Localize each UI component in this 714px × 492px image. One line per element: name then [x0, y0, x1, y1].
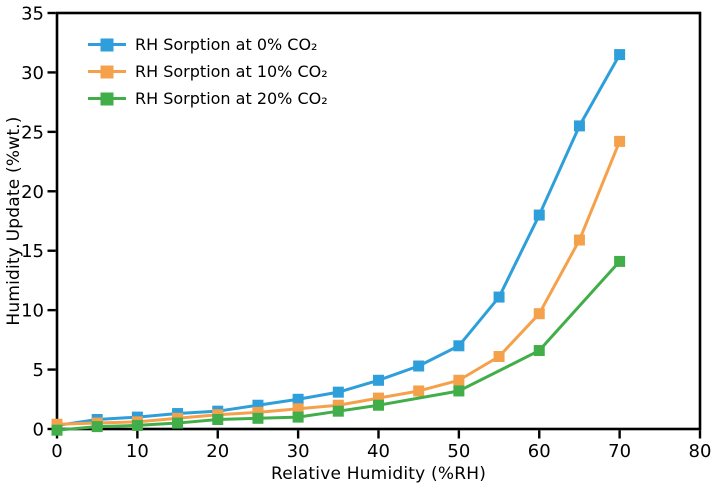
legend-label: RH Sorption at 0% CO₂	[135, 35, 318, 54]
series-marker	[573, 120, 585, 132]
y-tick-label: 20	[21, 182, 44, 203]
legend-label: RH Sorption at 10% CO₂	[135, 62, 328, 81]
y-tick-label: 5	[33, 360, 44, 381]
legend-marker-icon	[88, 92, 126, 106]
y-tick-label: 15	[21, 241, 44, 262]
series-marker	[172, 417, 184, 429]
x-tick-label: 30	[287, 441, 310, 462]
series-marker	[453, 340, 465, 352]
x-tick-label: 0	[51, 441, 62, 462]
series-marker	[533, 345, 545, 357]
series-marker	[332, 386, 344, 398]
series-marker	[413, 360, 425, 372]
y-axis-title: Humidity Update (%wt.)	[4, 116, 24, 326]
legend-square-icon	[100, 65, 114, 78]
x-tick-label: 50	[447, 441, 470, 462]
series-marker	[91, 421, 103, 433]
legend-marker-icon	[88, 65, 126, 79]
series-marker	[332, 405, 344, 417]
legend-item: RH Sorption at 10% CO₂	[88, 58, 328, 85]
x-tick-label: 70	[608, 441, 631, 462]
legend-label: RH Sorption at 20% CO₂	[135, 89, 328, 108]
x-tick-label: 60	[528, 441, 551, 462]
legend-marker-icon	[88, 38, 126, 52]
series-marker	[292, 403, 304, 415]
legend-square-icon	[100, 38, 114, 51]
series-marker	[252, 406, 264, 418]
x-tick-label: 40	[367, 441, 390, 462]
x-tick-label: 80	[689, 441, 712, 462]
series-marker	[373, 392, 384, 404]
series-marker	[373, 399, 384, 411]
y-tick-label: 0	[33, 420, 44, 441]
series-marker	[373, 374, 384, 386]
x-axis-title: Relative Humidity (%RH)	[270, 464, 487, 484]
series-marker	[131, 419, 143, 431]
series-marker	[51, 418, 63, 430]
series-marker	[292, 411, 304, 423]
series-marker	[332, 399, 344, 411]
series-marker	[252, 399, 264, 411]
series-marker	[252, 412, 264, 424]
series-marker	[453, 374, 465, 386]
legend-item: RH Sorption at 0% CO₂	[88, 31, 328, 58]
series-marker	[614, 255, 626, 267]
series-marker	[453, 385, 465, 397]
y-tick-label: 30	[21, 63, 44, 84]
series-marker	[533, 308, 545, 320]
legend: RH Sorption at 0% CO₂ RH Sorption at 10%…	[88, 31, 328, 112]
series-marker	[614, 135, 626, 147]
plot-frame	[55, 11, 702, 431]
y-tick-label: 25	[21, 122, 44, 143]
x-tick-label: 10	[126, 441, 149, 462]
series-marker	[493, 350, 505, 362]
series-marker	[212, 413, 224, 425]
series-line-2	[55, 259, 622, 432]
series-marker	[533, 209, 545, 221]
series-marker	[413, 385, 425, 397]
series-marker	[292, 393, 304, 405]
legend-square-icon	[100, 92, 114, 105]
series-marker	[51, 424, 63, 436]
legend-item: RH Sorption at 20% CO₂	[88, 85, 328, 112]
series-marker	[614, 49, 626, 61]
series-marker	[573, 234, 585, 246]
series-line-1	[55, 139, 622, 426]
y-tick-label: 35	[21, 4, 44, 25]
y-tick-label: 10	[21, 301, 44, 322]
x-tick-label: 20	[206, 441, 229, 462]
series-marker	[493, 291, 505, 303]
